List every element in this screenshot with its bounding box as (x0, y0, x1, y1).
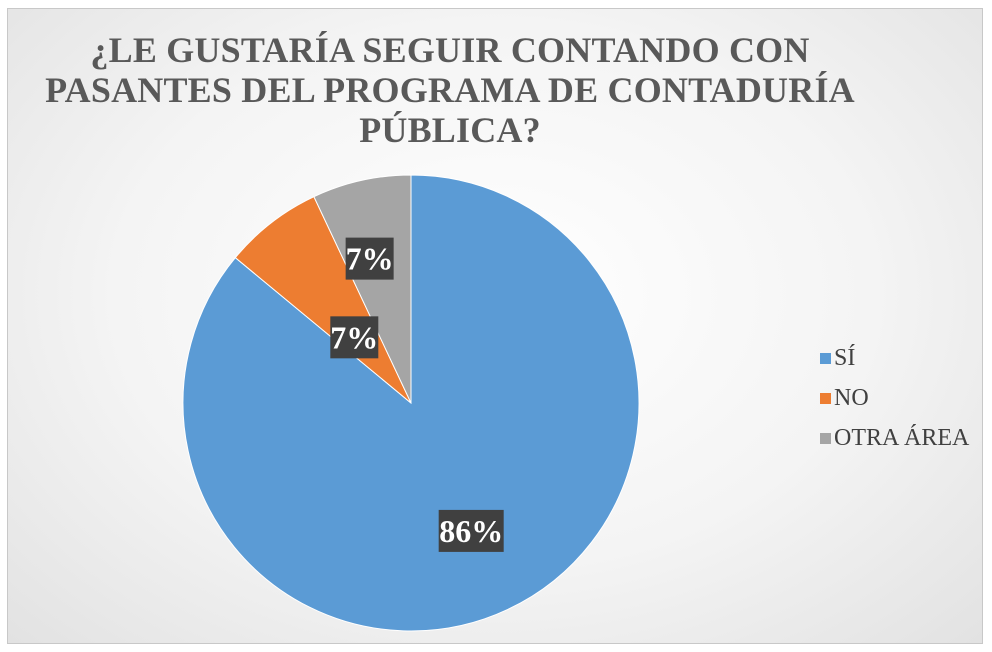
legend-label-no: NO (834, 385, 869, 412)
legend-item-si: SÍ (820, 338, 990, 378)
legend-item-no: NO (820, 378, 990, 418)
legend-label-otra-area: OTRA ÁREA (834, 425, 969, 452)
data-label-no: 7% (330, 316, 378, 358)
data-label-no-text: 7% (330, 319, 378, 355)
legend-label-si: SÍ (834, 345, 855, 372)
legend-swatch-si (820, 353, 831, 364)
legend-item-otra-area: OTRA ÁREA (820, 418, 990, 458)
data-label-otra-area-text: 7% (346, 241, 394, 277)
legend-swatch-no (820, 393, 831, 404)
legend: SÍ NO OTRA ÁREA (820, 338, 990, 458)
legend-swatch-otra-area (820, 433, 831, 444)
data-label-otra-area: 7% (346, 238, 394, 280)
data-label-si: 86% (439, 510, 504, 552)
data-label-si-text: 86% (439, 513, 503, 549)
